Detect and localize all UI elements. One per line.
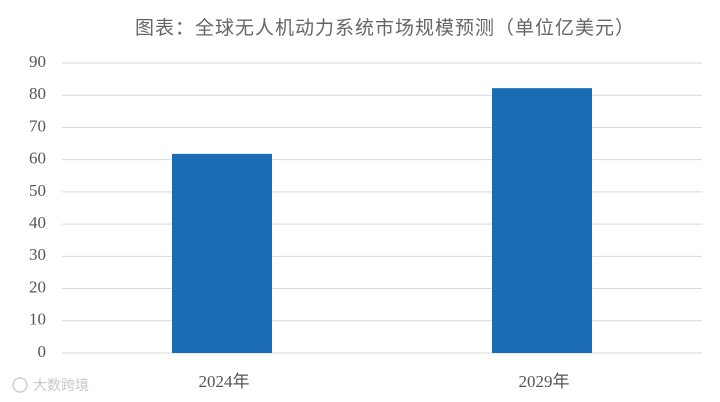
y-tick-label: 80 — [29, 84, 46, 103]
bar — [492, 88, 592, 353]
y-tick-label: 30 — [29, 245, 46, 264]
watermark-logo — [12, 377, 28, 393]
y-tick-label: 60 — [29, 149, 46, 168]
y-tick-label: 0 — [38, 342, 47, 361]
y-tick-label: 10 — [29, 310, 46, 329]
y-tick-label: 40 — [29, 213, 46, 232]
y-tick-label: 50 — [29, 181, 46, 200]
bar — [172, 153, 272, 353]
chart-title: 图表：全球无人机动力系统市场规模预测（单位亿美元） — [135, 17, 635, 39]
y-tick-label: 70 — [29, 116, 46, 135]
watermark: 大数跨境 — [33, 378, 89, 394]
y-tick-label: 90 — [29, 52, 46, 71]
y-tick-label: 20 — [29, 277, 46, 296]
x-tick-label: 2024年 — [199, 372, 250, 391]
x-tick-label: 2029年 — [519, 372, 570, 391]
